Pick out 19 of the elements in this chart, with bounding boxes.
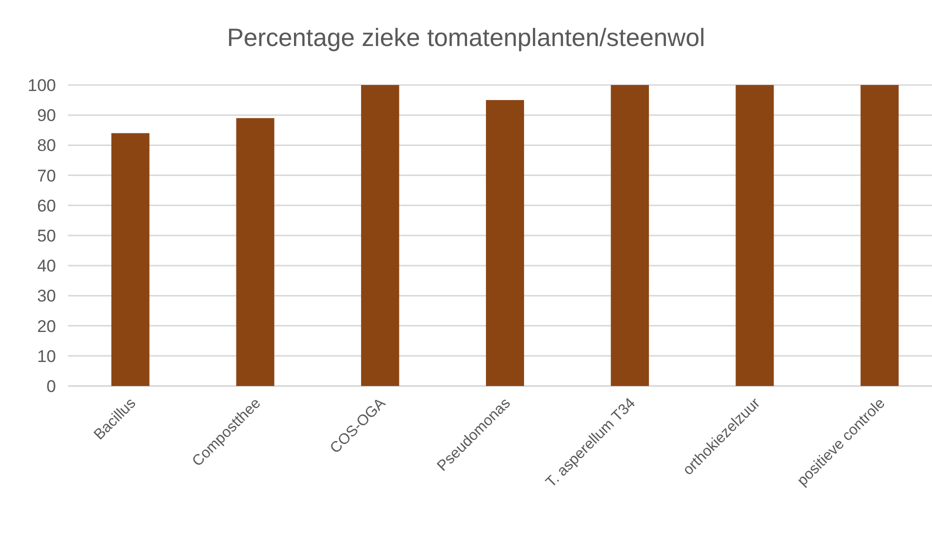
y-tick-label: 70 <box>37 166 56 186</box>
bar <box>860 85 899 386</box>
y-tick-label: 0 <box>46 376 56 396</box>
y-tick-label: 30 <box>37 286 56 306</box>
y-tick-label: 80 <box>37 136 56 156</box>
bar <box>736 85 774 386</box>
bar <box>361 85 400 386</box>
bar <box>111 133 150 386</box>
y-tick-label: 100 <box>28 76 56 95</box>
y-tick-label: 90 <box>37 106 56 126</box>
y-tick-label: 20 <box>37 316 56 336</box>
y-tick-label: 10 <box>37 346 56 366</box>
chart-title: Percentage zieke tomatenplanten/steenwol <box>226 24 706 52</box>
y-tick-label: 60 <box>37 196 56 216</box>
bar <box>486 100 524 386</box>
y-tick-label: 50 <box>37 226 56 246</box>
bar <box>236 118 274 386</box>
bar <box>610 85 649 386</box>
y-tick-label: 40 <box>37 256 56 276</box>
